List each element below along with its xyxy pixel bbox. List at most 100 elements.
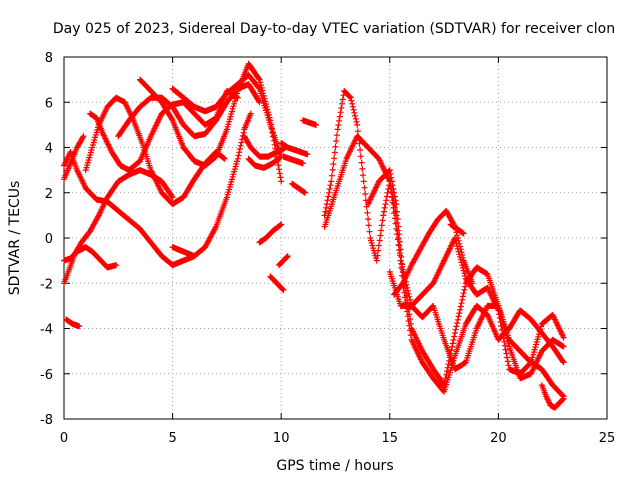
data-point [347, 94, 353, 100]
data-point [456, 240, 463, 247]
data-point [375, 242, 382, 249]
data-point [236, 149, 243, 156]
data-point [441, 382, 448, 389]
data-point [349, 103, 356, 110]
x-tick-label: 15 [382, 431, 399, 446]
y-tick-label: 2 [45, 187, 53, 202]
data-point [393, 201, 400, 208]
data-point [386, 167, 393, 174]
data-point [382, 201, 389, 208]
data-point [334, 126, 341, 133]
data-point [313, 121, 319, 128]
data-point [376, 237, 383, 244]
data-point [358, 159, 365, 166]
data-point [560, 334, 567, 341]
data-point [354, 121, 361, 128]
data-point [383, 193, 390, 200]
data-point [449, 340, 456, 347]
data-point [407, 316, 414, 323]
data-point [452, 326, 459, 333]
data-point [560, 359, 567, 366]
x-tick-labels: 0 5 10 15 20 25 [60, 431, 615, 446]
data-point [448, 347, 455, 354]
data-point [349, 100, 356, 107]
data-point [454, 316, 461, 323]
data-point [284, 253, 290, 260]
series-arc-15 [267, 273, 287, 293]
data-point [327, 182, 334, 189]
data-point [560, 395, 567, 402]
data-point [502, 346, 509, 353]
data-point [322, 208, 329, 215]
data-point [365, 216, 372, 223]
x-tick-label: 10 [273, 431, 290, 446]
data-point [444, 368, 450, 375]
series-arc-7 [82, 94, 228, 208]
data-point [331, 149, 338, 156]
series-arc-18 [278, 140, 311, 158]
data-point [389, 194, 395, 201]
data-point [449, 343, 456, 350]
data-point [350, 106, 357, 113]
data-point [502, 330, 509, 336]
data-point [406, 311, 413, 318]
data-point [380, 212, 387, 219]
series-arc-27 [538, 382, 567, 411]
data-point [379, 217, 386, 224]
data-point [331, 155, 338, 162]
data-point [402, 287, 409, 294]
data-point [443, 371, 450, 378]
data-point [455, 313, 462, 320]
data-point [461, 286, 468, 293]
data-point [238, 139, 245, 146]
data-point [452, 330, 458, 336]
data-point [457, 306, 463, 313]
data-point [80, 133, 87, 140]
y-tick-labels: -8 -6 -4 -2 0 2 4 6 8 [40, 51, 53, 428]
data-point [457, 243, 463, 250]
data-point [333, 132, 340, 139]
data-point [447, 350, 454, 357]
data-point [392, 197, 399, 204]
y-tick-label: -2 [40, 277, 53, 292]
series-arc-16 [276, 253, 291, 269]
y-tick-label: -6 [40, 368, 53, 383]
data-point [328, 172, 335, 179]
data-point [444, 364, 451, 371]
data-point [391, 215, 398, 222]
y-tick-label: -4 [40, 323, 53, 338]
data-point [460, 230, 467, 237]
data-point [276, 166, 282, 173]
data-point [257, 79, 264, 86]
data-point [389, 178, 395, 185]
data-point [457, 246, 464, 253]
data-point [391, 193, 398, 200]
data-point [247, 110, 254, 117]
data-point [231, 100, 238, 107]
data-point [351, 109, 358, 116]
data-point [240, 129, 247, 136]
data-point [455, 237, 462, 244]
data-point [336, 117, 343, 124]
data-point [445, 361, 452, 368]
data-point [378, 227, 385, 234]
data-point [459, 254, 466, 261]
data-point [113, 262, 120, 269]
data-point [235, 152, 242, 159]
data-point [237, 142, 244, 149]
data-point [277, 174, 284, 181]
data-point [374, 252, 381, 259]
y-axis-label: SDTVAR / TECUs [7, 181, 23, 296]
data-point [79, 134, 86, 141]
data-point [499, 327, 505, 333]
data-point [456, 310, 463, 317]
data-point [390, 204, 397, 211]
data-point [399, 268, 406, 275]
data-point [336, 113, 343, 120]
data-point [497, 319, 504, 326]
data-point [352, 112, 358, 119]
data-point [375, 247, 382, 254]
data-point [390, 186, 397, 192]
data-point [338, 105, 345, 111]
